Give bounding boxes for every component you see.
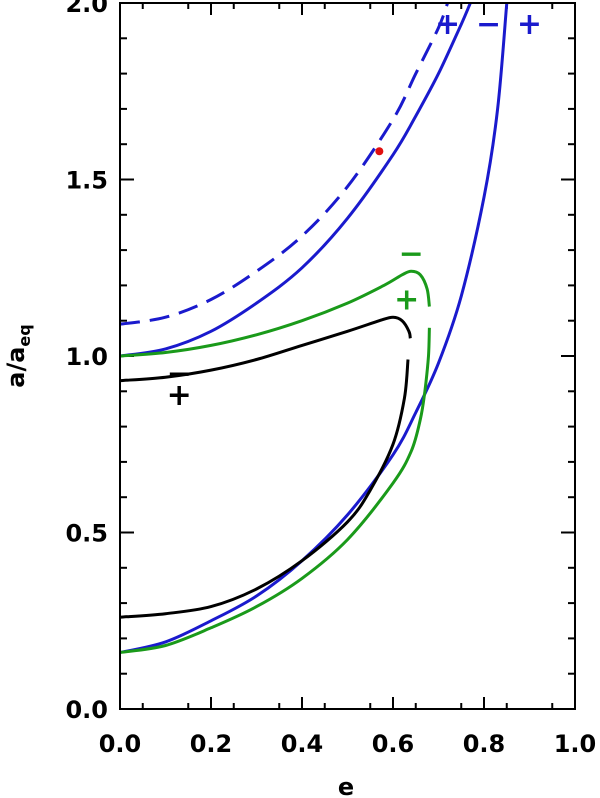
x-tick-label: 1.0: [554, 730, 597, 758]
sign-annotation: +: [517, 7, 542, 42]
series-line-green-4: [119, 327, 431, 654]
plot-frame: [119, 2, 576, 710]
x-tick-label: 0.2: [190, 730, 233, 758]
data-point: [375, 147, 384, 156]
y-axis-label-sub: eq: [15, 324, 34, 346]
series-line-blue-1: [119, 2, 472, 358]
x-tick-label: 0.0: [99, 730, 142, 758]
x-tick-label: 0.8: [463, 730, 506, 758]
x-axis-label: e: [338, 773, 354, 798]
sign-annotation: −: [399, 237, 424, 272]
sign-annotation: +: [167, 378, 192, 413]
y-tick-label: 0.0: [65, 696, 108, 724]
y-axis-label: a/aeq: [2, 324, 34, 387]
series-line-black-6: [119, 359, 410, 619]
y-tick-label: 2.0: [65, 0, 108, 18]
sign-annotation: −: [167, 357, 192, 392]
x-tick-label: 0.6: [372, 730, 415, 758]
series-layer: [119, 2, 509, 654]
sign-annotation: +: [394, 283, 419, 318]
y-axis-label-main: a/a: [2, 347, 30, 388]
series-line-black-5: [119, 315, 412, 383]
x-tick-label: 0.4: [281, 730, 324, 758]
y-tick-label: 1.0: [65, 343, 108, 371]
y-tick-label: 1.5: [65, 167, 108, 195]
series-line-blue-0: [119, 2, 450, 326]
sign-annotation: −: [476, 7, 501, 42]
sign-annotation: +: [435, 7, 460, 42]
y-tick-label: 0.5: [65, 520, 108, 548]
annotations-layer: + − +−+−+: [167, 7, 542, 413]
ticks-layer: 0.0 0.2 0.4 0.6 0.8 1.0 0.0 0.5 1.0 1.5 2.0: [65, 0, 596, 758]
series-line-blue-2: [119, 2, 509, 654]
series-line-green-3: [119, 269, 431, 358]
